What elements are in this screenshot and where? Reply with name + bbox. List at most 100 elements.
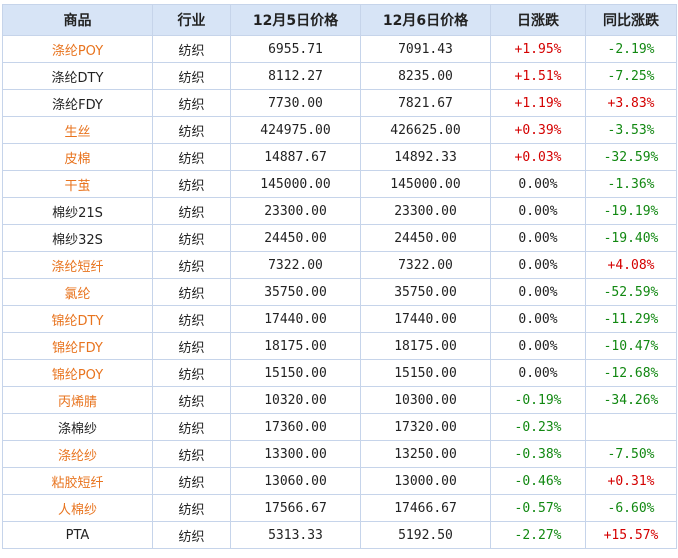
yoy-change-cell: -1.36%	[585, 170, 677, 198]
yoy-change-cell: +4.08%	[585, 251, 677, 279]
table-row: 锦纶POY 纺织 15150.00 15150.00 0.00% -12.68%	[2, 359, 677, 387]
table-row: 粘胶短纤 纺织 13060.00 13000.00 -0.46% +0.31%	[2, 467, 677, 495]
daily-change-cell: 0.00%	[490, 197, 586, 225]
industry-cell: 纺织	[152, 278, 231, 306]
price-dec6-cell: 17466.67	[360, 494, 491, 522]
price-dec5-cell: 17566.67	[230, 494, 361, 522]
yoy-change-cell: -7.25%	[585, 62, 677, 90]
price-dec5-cell: 6955.71	[230, 35, 361, 63]
yoy-change-cell: -34.26%	[585, 386, 677, 414]
industry-cell: 纺织	[152, 440, 231, 468]
price-dec6-cell: 7322.00	[360, 251, 491, 279]
commodity-name[interactable]: 皮棉	[2, 143, 153, 171]
industry-cell: 纺织	[152, 170, 231, 198]
commodity-name[interactable]: 锦纶POY	[2, 359, 153, 387]
yoy-change-cell: -19.19%	[585, 197, 677, 225]
header-price-dec6: 12月6日价格	[360, 4, 491, 36]
table-row: PTA 纺织 5313.33 5192.50 -2.27% +15.57%	[2, 521, 677, 549]
commodity-name[interactable]: 锦纶DTY	[2, 305, 153, 333]
commodity-name[interactable]: 涤纶纱	[2, 440, 153, 468]
price-dec6-cell: 5192.50	[360, 521, 491, 549]
yoy-change-cell: -2.19%	[585, 35, 677, 63]
daily-change-cell: +1.95%	[490, 35, 586, 63]
table-row: 皮棉 纺织 14887.67 14892.33 +0.03% -32.59%	[2, 143, 677, 171]
commodity-name[interactable]: 粘胶短纤	[2, 467, 153, 495]
price-dec5-cell: 23300.00	[230, 197, 361, 225]
price-dec5-cell: 24450.00	[230, 224, 361, 252]
price-dec6-cell: 145000.00	[360, 170, 491, 198]
industry-cell: 纺织	[152, 197, 231, 225]
price-dec6-cell: 15150.00	[360, 359, 491, 387]
commodity-name: 涤棉纱	[2, 413, 153, 441]
table-row: 氯纶 纺织 35750.00 35750.00 0.00% -52.59%	[2, 278, 677, 306]
header-price-dec5: 12月5日价格	[230, 4, 361, 36]
industry-cell: 纺织	[152, 467, 231, 495]
table-row: 棉纱21S 纺织 23300.00 23300.00 0.00% -19.19%	[2, 197, 677, 225]
commodity-name[interactable]: 氯纶	[2, 278, 153, 306]
industry-cell: 纺织	[152, 143, 231, 171]
table-row: 涤纶DTY 纺织 8112.27 8235.00 +1.51% -7.25%	[2, 62, 677, 90]
yoy-change-cell: -12.68%	[585, 359, 677, 387]
daily-change-cell: 0.00%	[490, 332, 586, 360]
daily-change-cell: 0.00%	[490, 305, 586, 333]
daily-change-cell: -0.23%	[490, 413, 586, 441]
daily-change-cell: -0.19%	[490, 386, 586, 414]
industry-cell: 纺织	[152, 305, 231, 333]
price-dec5-cell: 424975.00	[230, 116, 361, 144]
commodity-name[interactable]: 涤纶POY	[2, 35, 153, 63]
table-row: 人棉纱 纺织 17566.67 17466.67 -0.57% -6.60%	[2, 494, 677, 522]
daily-change-cell: -0.38%	[490, 440, 586, 468]
price-dec6-cell: 13000.00	[360, 467, 491, 495]
table-row: 锦纶DTY 纺织 17440.00 17440.00 0.00% -11.29%	[2, 305, 677, 333]
price-dec6-cell: 8235.00	[360, 62, 491, 90]
commodity-name[interactable]: 丙烯腈	[2, 386, 153, 414]
commodity-name[interactable]: 人棉纱	[2, 494, 153, 522]
daily-change-cell: +1.51%	[490, 62, 586, 90]
industry-cell: 纺织	[152, 521, 231, 549]
price-dec5-cell: 13060.00	[230, 467, 361, 495]
daily-change-cell: -0.57%	[490, 494, 586, 522]
header-commodity: 商品	[2, 4, 153, 36]
daily-change-cell: 0.00%	[490, 251, 586, 279]
table-row: 干茧 纺织 145000.00 145000.00 0.00% -1.36%	[2, 170, 677, 198]
price-dec6-cell: 35750.00	[360, 278, 491, 306]
header-industry: 行业	[152, 4, 231, 36]
industry-cell: 纺织	[152, 62, 231, 90]
table-row: 涤棉纱 纺织 17360.00 17320.00 -0.23%	[2, 413, 677, 441]
table-row: 涤纶POY 纺织 6955.71 7091.43 +1.95% -2.19%	[2, 35, 677, 63]
daily-change-cell: 0.00%	[490, 278, 586, 306]
yoy-change-cell: -6.60%	[585, 494, 677, 522]
yoy-change-cell: +15.57%	[585, 521, 677, 549]
yoy-change-cell: -3.53%	[585, 116, 677, 144]
commodity-name[interactable]: 干茧	[2, 170, 153, 198]
price-dec5-cell: 15150.00	[230, 359, 361, 387]
industry-cell: 纺织	[152, 89, 231, 117]
price-dec5-cell: 17360.00	[230, 413, 361, 441]
yoy-change-cell: +0.31%	[585, 467, 677, 495]
industry-cell: 纺织	[152, 251, 231, 279]
price-dec5-cell: 10320.00	[230, 386, 361, 414]
industry-cell: 纺织	[152, 413, 231, 441]
yoy-change-cell: -32.59%	[585, 143, 677, 171]
table-row: 涤纶短纤 纺织 7322.00 7322.00 0.00% +4.08%	[2, 251, 677, 279]
industry-cell: 纺织	[152, 386, 231, 414]
table-row: 涤纶纱 纺织 13300.00 13250.00 -0.38% -7.50%	[2, 440, 677, 468]
daily-change-cell: +0.39%	[490, 116, 586, 144]
commodity-name[interactable]: 涤纶短纤	[2, 251, 153, 279]
price-dec5-cell: 7322.00	[230, 251, 361, 279]
price-dec5-cell: 8112.27	[230, 62, 361, 90]
commodity-name[interactable]: 锦纶FDY	[2, 332, 153, 360]
commodity-name[interactable]: 生丝	[2, 116, 153, 144]
header-daily-change: 日涨跌	[490, 4, 586, 36]
price-dec6-cell: 23300.00	[360, 197, 491, 225]
industry-cell: 纺织	[152, 224, 231, 252]
price-dec5-cell: 7730.00	[230, 89, 361, 117]
price-dec5-cell: 17440.00	[230, 305, 361, 333]
price-dec6-cell: 10300.00	[360, 386, 491, 414]
price-dec6-cell: 17320.00	[360, 413, 491, 441]
daily-change-cell: +1.19%	[490, 89, 586, 117]
yoy-change-cell	[585, 413, 677, 441]
price-dec5-cell: 5313.33	[230, 521, 361, 549]
commodity-name: PTA	[2, 521, 153, 549]
table-row: 生丝 纺织 424975.00 426625.00 +0.39% -3.53%	[2, 116, 677, 144]
